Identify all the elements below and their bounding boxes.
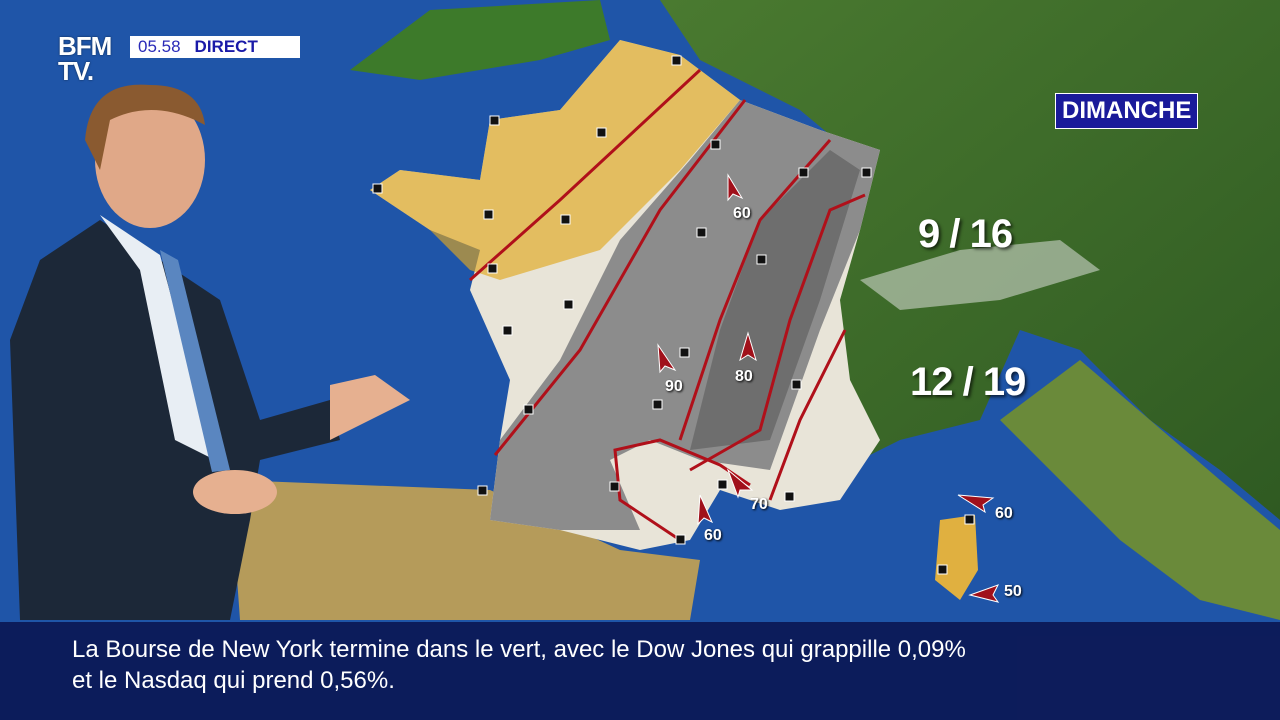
city-markers	[372, 55, 975, 575]
presenter-head	[95, 92, 205, 228]
wind-gust-label: 60	[704, 527, 722, 544]
sunny-areas	[370, 40, 740, 280]
temperature-nice: 12 / 19	[910, 360, 1026, 404]
presenter-hair	[85, 84, 205, 170]
wind-gust-label: 70	[750, 496, 768, 513]
presenter-tie	[160, 250, 230, 472]
wind-arrows	[657, 173, 1000, 603]
wind-gust-label: 80	[735, 368, 753, 385]
wind-gust-label: 50	[1004, 583, 1022, 600]
channel-logo: BFM TV.	[58, 31, 112, 86]
wind-gust-label: 60	[995, 505, 1013, 522]
wind-gust-label: 60	[733, 205, 751, 222]
italy-land	[1000, 360, 1280, 620]
alps-snow	[860, 240, 1100, 310]
ticker-text: La Bourse de New York termine dans le ve…	[72, 636, 966, 694]
live-label: DIRECT	[194, 37, 258, 56]
presenter-hand	[330, 375, 410, 440]
presenter	[10, 84, 410, 620]
spain-land	[230, 480, 700, 620]
rain-zone-dark	[690, 150, 860, 450]
corsica-land	[935, 515, 978, 600]
temperature-alps: 9 / 16	[918, 212, 1013, 256]
presenter-shirt	[100, 215, 215, 460]
broadcast-time: 05.58	[138, 37, 181, 56]
weather-fronts	[469, 68, 866, 542]
forecast-day: DIMANCHE	[1055, 93, 1199, 129]
live-badge: 05.58 DIRECT	[130, 36, 300, 58]
england-land	[350, 0, 610, 80]
presenter-hand-left	[193, 470, 277, 514]
wind-gust-label: 90	[665, 378, 683, 395]
news-ticker: La Bourse de New York termine dans le ve…	[0, 622, 1280, 720]
